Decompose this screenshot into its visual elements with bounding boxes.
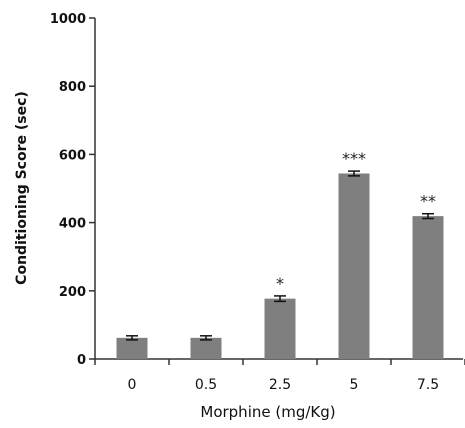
bar [264,298,296,359]
y-axis: 0 200 400 600 800 1000 [50,12,96,368]
y-tick-label: 600 [59,148,86,163]
x-axis-title: Morphine (mg/Kg) [200,403,335,421]
bar [190,337,222,359]
y-tick-label: 200 [59,285,86,300]
bar [412,216,444,359]
x-tick-label: 2.5 [269,377,291,393]
y-axis-title: Conditioning Score (sec) [14,91,30,285]
significance-marker: * [276,274,284,293]
bar [338,173,370,359]
x-tick-label: 5 [350,377,359,393]
significance-marker: *** [342,149,366,168]
y-tick-label: 0 [77,353,86,368]
x-tick-label: 7.5 [417,377,439,393]
y-tick-label: 400 [59,217,86,232]
y-tick-label: 1000 [50,12,86,27]
bars: ****** [116,149,444,359]
x-axis: 0 0.5 2.5 5 7.5 [94,358,465,393]
x-tick-label: 0.5 [195,377,217,393]
y-tick-label: 800 [59,80,86,95]
significance-marker: ** [420,192,436,211]
bar [116,337,148,359]
x-tick-label: 0 [128,377,137,393]
